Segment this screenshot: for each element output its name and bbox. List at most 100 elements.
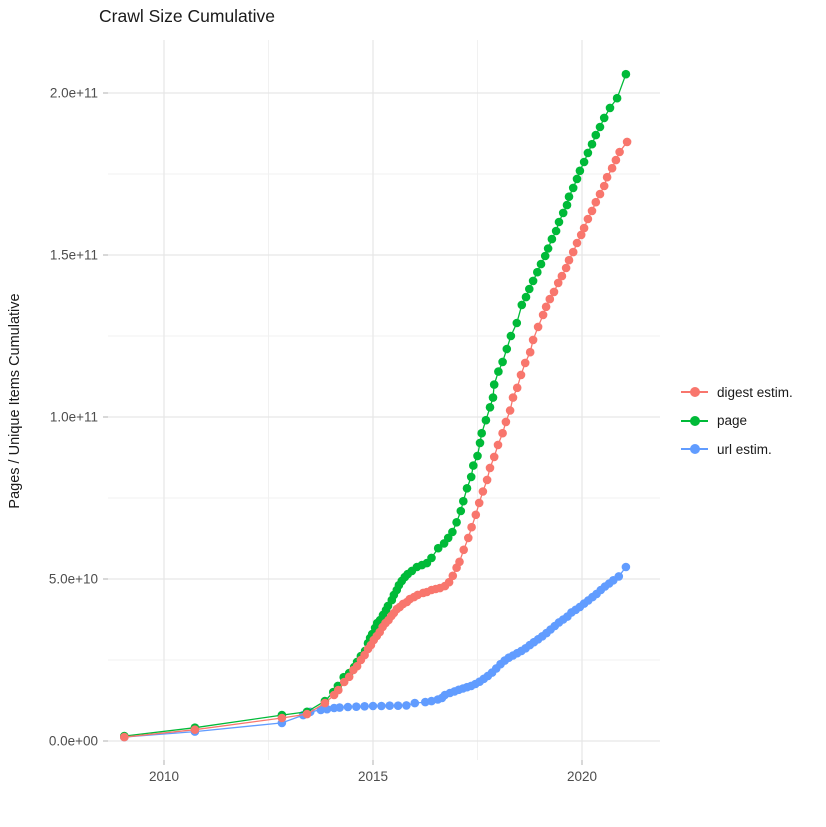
- data-point-digest-estim-: [464, 533, 473, 543]
- data-point-digest-estim-: [467, 522, 476, 532]
- data-point-digest-estim-: [549, 287, 559, 297]
- data-point-page: [502, 344, 512, 354]
- gridlines-minor: [108, 40, 660, 760]
- data-point-page: [562, 200, 572, 210]
- data-point-page: [485, 403, 495, 412]
- data-point-url-estim-: [621, 562, 631, 572]
- data-point-url-estim-: [377, 701, 386, 711]
- data-point-url-estim-: [316, 705, 326, 715]
- y-tick-label: 0.0e+00: [49, 734, 98, 749]
- data-point-page: [558, 208, 568, 218]
- data-point-page: [459, 496, 468, 506]
- data-point-digest-estim-: [576, 230, 586, 240]
- data-point-page: [473, 451, 482, 461]
- data-point-page: [536, 259, 546, 269]
- data-point-digest-estim-: [302, 709, 312, 719]
- data-point-digest-estim-: [455, 557, 464, 567]
- data-point-url-estim-: [360, 702, 369, 711]
- data-point-page: [572, 174, 582, 184]
- data-point-page: [533, 267, 542, 277]
- data-point-digest-estim-: [444, 577, 454, 587]
- legend-item-url-estim-: url estim.: [681, 435, 793, 464]
- data-point-page: [554, 217, 564, 227]
- data-point-digest-estim-: [561, 263, 571, 273]
- series-url-estim-: [120, 562, 631, 742]
- data-point-page: [481, 415, 491, 425]
- legend-label: url estim.: [717, 441, 772, 457]
- data-point-digest-estim-: [611, 155, 621, 165]
- data-point-page: [605, 103, 615, 113]
- data-point-digest-estim-: [485, 463, 495, 473]
- data-point-digest-estim-: [587, 206, 597, 216]
- legend-key-icon: [681, 386, 708, 398]
- data-point-digest-estim-: [489, 452, 499, 462]
- data-point-digest-estim-: [352, 661, 362, 671]
- data-point-page: [488, 393, 498, 402]
- gridlines-major: [108, 40, 660, 760]
- data-point-page: [575, 166, 585, 176]
- data-point-page: [587, 139, 597, 149]
- y-tick-label: 1.0e+11: [50, 410, 98, 425]
- data-point-page: [591, 130, 601, 140]
- data-point-url-estim-: [402, 701, 411, 710]
- data-point-digest-estim-: [334, 685, 343, 695]
- x-tick-label: 2010: [149, 769, 179, 784]
- data-point-page: [543, 244, 553, 253]
- data-point-page: [525, 284, 534, 294]
- data-point-page: [612, 93, 622, 103]
- axis-ticks: [103, 92, 583, 765]
- data-point-page: [512, 318, 522, 328]
- data-point-url-estim-: [335, 703, 344, 712]
- data-point-page: [427, 553, 436, 563]
- legend-key-icon: [681, 415, 708, 427]
- data-point-digest-estim-: [557, 271, 567, 281]
- data-point-digest-estim-: [512, 383, 522, 393]
- legend-item-page: page: [681, 407, 793, 436]
- data-point-digest-estim-: [277, 713, 287, 723]
- y-tick-label: 2.0e+11: [50, 86, 98, 101]
- data-point-page: [595, 122, 605, 132]
- x-tick-label: 2015: [358, 769, 388, 784]
- data-point-digest-estim-: [520, 358, 530, 368]
- series-line-url-estim-: [124, 566, 627, 738]
- data-point-url-estim-: [368, 701, 378, 711]
- data-point-page: [477, 428, 487, 438]
- legend-item-digest-estim-: digest estim.: [681, 378, 793, 407]
- data-point-page: [466, 472, 476, 482]
- data-point-page: [489, 380, 499, 389]
- data-point-page: [583, 148, 593, 158]
- data-point-digest-estim-: [591, 197, 601, 207]
- data-point-digest-estim-: [599, 181, 609, 191]
- data-point-digest-estim-: [525, 347, 535, 357]
- data-point-url-estim-: [614, 572, 624, 581]
- data-point-digest-estim-: [572, 238, 582, 248]
- y-tick-labels: 0.0e+00 5.0e+10 1.0e+11 1.5e+11 2.0e+11: [49, 86, 98, 749]
- data-point-digest-estim-: [505, 406, 515, 415]
- data-point-page: [456, 506, 466, 516]
- data-point-digest-estim-: [579, 223, 589, 233]
- data-point-digest-estim-: [564, 255, 574, 265]
- series-line-digest-estim-: [124, 141, 628, 738]
- data-point-digest-estim-: [190, 725, 200, 734]
- data-point-url-estim-: [343, 702, 353, 712]
- data-point-digest-estim-: [538, 310, 548, 320]
- data-point-page: [462, 484, 472, 493]
- data-point-url-estim-: [352, 702, 361, 711]
- data-point-page: [506, 331, 516, 341]
- data-point-digest-estim-: [448, 571, 458, 581]
- data-point-digest-estim-: [528, 335, 538, 345]
- data-point-digest-estim-: [595, 189, 605, 199]
- data-point-digest-estim-: [493, 440, 503, 450]
- data-point-digest-estim-: [471, 510, 481, 520]
- data-point-digest-estim-: [545, 294, 555, 304]
- data-point-page: [517, 300, 527, 310]
- data-point-digest-estim-: [474, 498, 484, 508]
- data-point-digest-estim-: [482, 475, 492, 485]
- data-point-digest-estim-: [615, 147, 624, 157]
- data-point-page: [621, 69, 631, 79]
- data-point-page: [540, 251, 550, 261]
- data-point-digest-estim-: [120, 732, 129, 742]
- legend: digest estim. page url estim.: [681, 378, 793, 464]
- data-point-page: [579, 157, 589, 167]
